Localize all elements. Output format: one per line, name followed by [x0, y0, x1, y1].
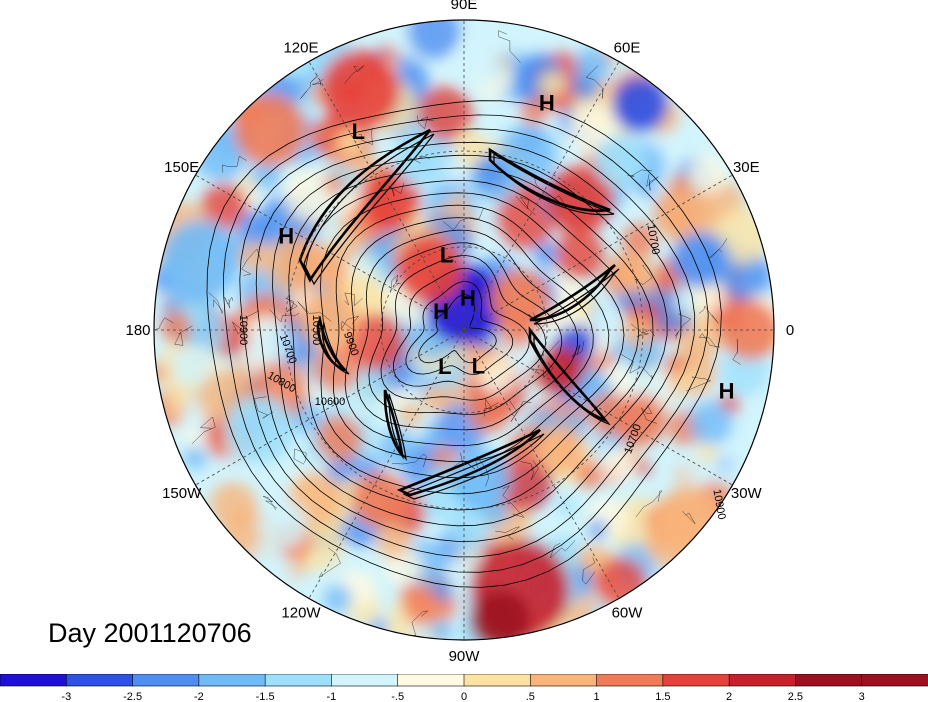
longitude-label: 180 [125, 322, 150, 339]
high-pressure-label: H [460, 286, 476, 311]
longitude-label: 150W [162, 485, 202, 502]
high-pressure-label: H [539, 90, 555, 115]
graticule [154, 20, 774, 640]
high-pressure-label: H [719, 379, 735, 404]
longitude-label: 90W [449, 648, 481, 665]
jet-contours [298, 128, 620, 500]
colorbar-tick-label: 1 [594, 691, 600, 702]
colorbar-segment [132, 674, 200, 687]
colorbar-tick-label: 2.5 [788, 691, 803, 702]
colorbar-segment [264, 674, 333, 687]
contour-value-label: 10600 [315, 396, 346, 408]
colorbar-segment [529, 674, 598, 687]
colorbar-tick-label: -.5 [391, 691, 404, 702]
longitude-label: 30W [731, 485, 763, 502]
map-title: Day 2001120706 [48, 618, 252, 648]
longitude-label: 120W [281, 604, 321, 621]
longitude-label: 60E [614, 40, 641, 57]
colorbar-segment [728, 674, 797, 687]
colorbar-segment [0, 674, 68, 687]
colorbar-segment [397, 674, 465, 687]
coastlines [154, 30, 741, 637]
contour-value-label: 10900 [237, 315, 249, 346]
colorbar-segment [662, 674, 730, 687]
map-boundary [153, 19, 775, 641]
colorbar-tick-label: -2.5 [123, 691, 142, 702]
colorbar-tick-label: .5 [526, 691, 535, 702]
colorbar-tick-label: -1 [327, 691, 337, 702]
colorbar-segment [65, 674, 134, 687]
high-pressure-label: H [433, 299, 449, 324]
colorbar-tick-label: -3 [61, 691, 71, 702]
longitude-label: 150E [164, 159, 199, 176]
colorbar-tick-label: 0 [461, 691, 467, 702]
colorbar-segment [331, 674, 399, 687]
low-pressure-label: L [352, 119, 365, 144]
longitude-label: 60W [612, 604, 644, 621]
colorbar-tick-label: 1.5 [655, 691, 670, 702]
contour-value-label: 10500 [310, 315, 322, 346]
contour-value-label: 10900 [710, 488, 727, 520]
low-pressure-label: L [472, 353, 485, 378]
colorbar: -3 -2.5 -2 -1.5 -1 -.5 0 .5 1 1.5 2 2.5 3 [0, 674, 928, 702]
colorbar-segment [795, 674, 863, 687]
colorbar-segment [198, 674, 266, 687]
longitude-label: 90E [451, 0, 478, 13]
colorbar-tick-label: 2 [726, 691, 732, 702]
longitude-label: 30E [733, 159, 760, 176]
longitude-label: 0 [786, 322, 794, 339]
high-pressure-label: H [278, 224, 294, 249]
height-contours [206, 100, 722, 588]
colorbar-tick-label: -2 [194, 691, 204, 702]
colorbar-tick-label: -1.5 [256, 691, 275, 702]
contour-value-label: 10700 [644, 223, 661, 255]
low-pressure-label: L [438, 354, 451, 379]
low-pressure-label: L [440, 243, 453, 268]
colorbar-segment [463, 674, 532, 687]
colorbar-tick-label: 3 [859, 691, 865, 702]
colorbar-segment [596, 674, 664, 687]
colorbar-segment [861, 674, 928, 687]
longitude-labels: 90E 60E 30E 0 30W 60W 90W 120W 150W 180 150E 120E [125, 0, 794, 665]
longitude-label: 120E [283, 40, 318, 57]
